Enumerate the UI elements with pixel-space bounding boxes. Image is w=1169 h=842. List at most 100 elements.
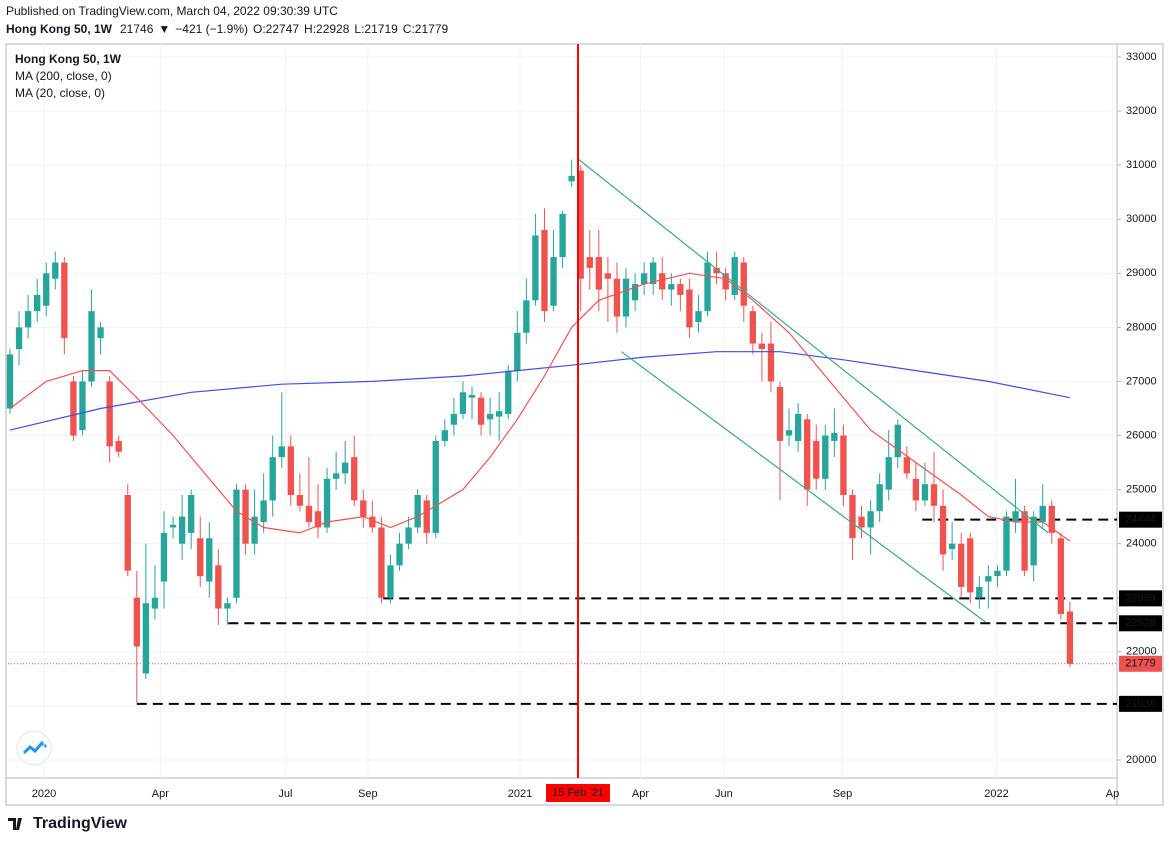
candle-body	[659, 273, 666, 290]
x-tick-label: 2020	[32, 788, 56, 800]
change: −421 (−1.9%)	[175, 22, 248, 36]
candle-body	[224, 603, 231, 609]
candle-body	[323, 478, 331, 528]
candle-body	[88, 311, 95, 382]
y-tick-label: 29000	[1126, 267, 1157, 279]
candle-body	[33, 294, 41, 312]
x-tick-label: Jul	[278, 788, 292, 800]
candle-body	[550, 257, 557, 306]
logo-badge	[16, 730, 52, 766]
price-box	[1119, 511, 1162, 528]
price-box	[1119, 590, 1162, 607]
candle-body	[831, 432, 838, 441]
candle-body	[840, 435, 847, 496]
price-box	[1119, 615, 1162, 632]
footer-brand: TradingView	[33, 815, 128, 832]
candle-body	[1048, 505, 1055, 533]
candle-body	[967, 538, 974, 593]
candle-body	[1012, 511, 1019, 523]
candle-body	[867, 511, 874, 528]
published-line: Published on TradingView.com, March 04, …	[6, 4, 338, 18]
y-tick-label: 27000	[1126, 375, 1157, 387]
candle-body	[677, 284, 684, 295]
price-box-label: 21038	[1125, 698, 1156, 710]
candle-body	[24, 311, 32, 328]
candle-body	[441, 430, 448, 441]
y-tick-label: 25000	[1126, 484, 1157, 496]
y-tick-label: 30000	[1126, 213, 1157, 225]
candle-body	[1039, 505, 1046, 523]
candle-body	[342, 462, 349, 474]
last-price: 21746	[120, 22, 154, 36]
candle-body	[731, 257, 738, 295]
candle-body	[332, 473, 340, 479]
candle-body	[61, 262, 68, 339]
candle-body	[1066, 611, 1074, 664]
candle-body	[514, 332, 521, 371]
candle-body	[541, 230, 548, 312]
candle-body	[794, 413, 802, 441]
candle-body	[97, 327, 104, 339]
candle-body	[758, 343, 766, 349]
ohlc-label: H:	[304, 22, 316, 36]
candle-body	[160, 532, 168, 582]
candle-body	[912, 478, 920, 501]
candle-body	[695, 311, 702, 322]
candle-body	[296, 495, 304, 506]
y-tick-label: 33000	[1126, 51, 1157, 63]
candle-body	[622, 278, 630, 317]
candle-body	[106, 381, 113, 447]
ohlc-value: 22928	[316, 22, 350, 36]
candle-body	[79, 381, 86, 431]
candle-body	[1021, 511, 1028, 571]
y-tick-label: 26000	[1126, 429, 1157, 441]
trend-line	[621, 351, 987, 623]
candle-body	[858, 516, 865, 528]
candle-body	[396, 543, 403, 566]
moving-average	[9, 272, 1071, 542]
candle-body	[559, 213, 566, 258]
candle-body	[278, 446, 285, 458]
y-tick-label: 20000	[1126, 754, 1157, 766]
candle-body	[849, 495, 856, 539]
candle-body	[369, 516, 376, 528]
candle-body	[822, 435, 829, 479]
price-box-label: 22528	[1125, 617, 1156, 629]
candle-body	[496, 411, 503, 417]
price-box	[1119, 655, 1162, 672]
candle-body	[405, 527, 412, 544]
candle-body	[197, 538, 204, 577]
candle-body	[976, 586, 983, 598]
candle-body	[142, 603, 150, 674]
candle-body	[948, 543, 956, 550]
ohlc-value: 21779	[415, 22, 449, 36]
symbol: Hong Kong 50, 1W	[6, 22, 113, 36]
candle-body	[568, 175, 575, 182]
crosshair-label-box	[545, 784, 610, 802]
candle-body	[722, 273, 729, 290]
x-tick-label: Ap	[1106, 788, 1119, 800]
change-arrow: ▼	[158, 22, 170, 36]
candle-body	[468, 394, 476, 398]
candle-body	[595, 257, 602, 290]
chart-frame	[5, 43, 1164, 806]
candle-body	[70, 381, 77, 436]
y-tick-label: 24000	[1126, 538, 1157, 550]
candle-body	[314, 511, 322, 528]
y-tick-label: 32000	[1126, 105, 1157, 117]
candle-body	[921, 484, 929, 501]
candle-body	[740, 262, 747, 306]
candle-body	[939, 505, 947, 555]
crosshair-label: 15 Feb '21	[552, 787, 604, 799]
candle-body	[115, 440, 122, 452]
candle-body	[477, 397, 485, 425]
candle-body	[523, 300, 530, 333]
candle-body	[749, 311, 756, 344]
candle-body	[586, 257, 593, 268]
candle-body	[776, 386, 784, 441]
candle-body	[151, 597, 159, 609]
candle-body	[613, 278, 621, 317]
candle-body	[876, 484, 883, 512]
candle-body	[985, 576, 992, 582]
